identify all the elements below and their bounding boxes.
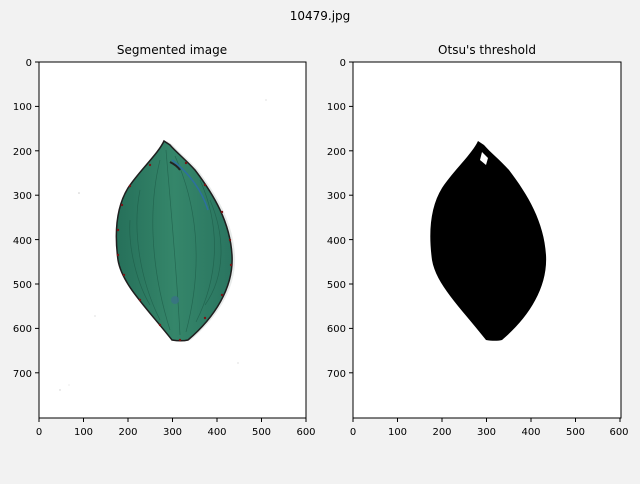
x-tick-label: 200 xyxy=(118,427,137,438)
y-tick-label: 0 xyxy=(26,58,32,69)
y-tick-label: 100 xyxy=(13,102,32,113)
y-tick-label: 200 xyxy=(327,147,346,158)
x-tick-label: 0 xyxy=(36,427,42,438)
background-noise xyxy=(59,99,267,391)
leaf-segmented-image xyxy=(115,139,236,342)
figure-title: 10479.jpg xyxy=(290,9,351,23)
x-tick-label: 500 xyxy=(252,427,271,438)
x-tick-label: 0 xyxy=(350,427,356,438)
x-tick-label: 200 xyxy=(432,427,451,438)
x-tick-label: 300 xyxy=(163,427,182,438)
panel-otsu: Otsu's threshold 0 100 200 300 400 500 6… xyxy=(327,43,629,438)
x-tick-label: 100 xyxy=(388,427,407,438)
leaf-binary-mask xyxy=(430,141,547,341)
y-tick-label: 400 xyxy=(327,236,346,247)
x-tick-label: 300 xyxy=(477,427,496,438)
y-tick-label: 200 xyxy=(13,147,32,158)
y-axis xyxy=(35,61,39,374)
x-tick-label: 600 xyxy=(296,427,315,438)
y-tick-label: 0 xyxy=(340,58,346,69)
x-tick-label: 400 xyxy=(521,427,540,438)
x-axis xyxy=(38,418,307,422)
x-axis xyxy=(352,418,621,422)
panel-title: Segmented image xyxy=(117,43,227,57)
y-axis xyxy=(349,61,353,374)
y-tick-label: 500 xyxy=(327,280,346,291)
y-tick-label: 700 xyxy=(327,369,346,380)
y-tick-label: 400 xyxy=(13,236,32,247)
x-tick-label: 500 xyxy=(566,427,585,438)
x-tick-label: 600 xyxy=(609,427,628,438)
y-tick-label: 100 xyxy=(327,102,346,113)
x-tick-label: 100 xyxy=(74,427,93,438)
y-tick-label: 700 xyxy=(13,369,32,380)
panel-title: Otsu's threshold xyxy=(438,43,536,57)
y-tick-label: 600 xyxy=(13,324,32,335)
y-tick-label: 300 xyxy=(13,191,32,202)
x-tick-label: 400 xyxy=(207,427,226,438)
y-tick-label: 300 xyxy=(327,191,346,202)
y-tick-label: 600 xyxy=(327,324,346,335)
y-tick-label: 500 xyxy=(13,280,32,291)
panel-segmented: Segmented image xyxy=(13,43,316,438)
